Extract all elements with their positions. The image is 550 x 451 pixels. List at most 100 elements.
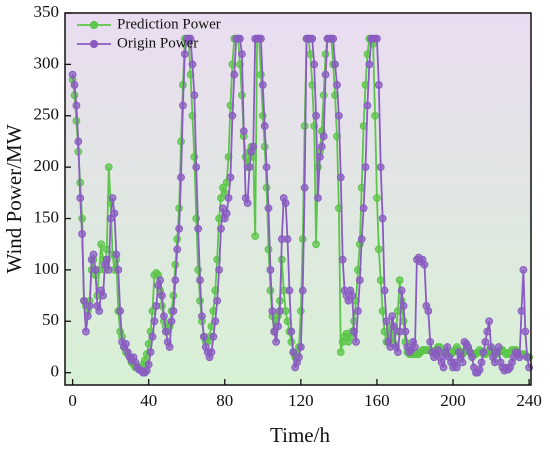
series-marker	[390, 322, 398, 331]
series-marker	[378, 214, 387, 223]
series-marker	[260, 122, 269, 130]
series-marker	[251, 232, 260, 240]
series-marker	[104, 163, 113, 172]
series-marker	[237, 91, 246, 100]
legend-label: Origin Power	[117, 35, 198, 51]
series-marker	[146, 348, 155, 357]
series-marker	[443, 343, 452, 351]
series-marker	[245, 163, 254, 172]
series-marker	[258, 81, 267, 89]
y-tick-label: 250	[34, 105, 60, 124]
series-marker	[152, 301, 161, 310]
series-marker	[355, 276, 364, 285]
series-marker	[336, 348, 345, 357]
y-tick-label: 50	[42, 310, 59, 329]
series-marker	[196, 276, 204, 285]
series-marker	[310, 60, 319, 69]
series-marker	[74, 137, 83, 146]
series-marker	[218, 204, 227, 213]
series-marker	[308, 34, 317, 43]
series-marker	[102, 255, 111, 264]
series-marker	[483, 327, 492, 336]
series-marker	[363, 101, 372, 110]
series-marker	[295, 353, 303, 362]
x-tick-label: 160	[364, 391, 390, 410]
series-marker	[521, 327, 530, 336]
series-marker	[190, 91, 199, 100]
series-marker	[321, 50, 330, 59]
series-marker	[371, 111, 379, 120]
series-marker	[196, 296, 204, 305]
series-marker	[144, 360, 153, 369]
y-tick-label: 350	[34, 2, 60, 21]
series-marker	[523, 353, 532, 362]
x-tick-label: 0	[68, 391, 77, 410]
series-marker	[376, 276, 385, 285]
series-marker	[348, 291, 357, 300]
series-marker	[108, 194, 117, 202]
series-marker	[230, 70, 239, 79]
series-marker	[180, 50, 189, 59]
series-marker	[167, 317, 176, 326]
x-tick-label: 120	[288, 391, 314, 410]
series-marker	[91, 266, 100, 274]
series-marker	[80, 296, 88, 305]
series-marker	[237, 50, 246, 59]
series-marker	[481, 337, 490, 346]
series-marker	[298, 235, 307, 243]
series-marker	[519, 266, 528, 274]
series-marker	[515, 353, 524, 362]
series-marker	[283, 235, 292, 243]
series-marker	[397, 286, 406, 295]
series-marker	[72, 101, 81, 110]
series-marker	[270, 327, 279, 336]
x-axis-title: Time/h	[270, 423, 330, 447]
series-marker	[211, 317, 220, 326]
series-marker	[199, 332, 208, 341]
series-marker	[264, 245, 273, 254]
series-marker	[479, 348, 488, 357]
series-marker	[296, 343, 305, 351]
series-marker	[333, 81, 341, 89]
series-marker	[224, 194, 233, 202]
series-marker	[148, 332, 157, 341]
legend-marker	[89, 39, 99, 49]
series-marker	[281, 199, 290, 208]
series-marker	[433, 346, 442, 354]
series-marker	[99, 291, 107, 300]
series-marker	[82, 327, 90, 336]
series-marker	[121, 339, 130, 348]
series-marker	[331, 60, 339, 69]
series-marker	[97, 240, 106, 249]
series-marker	[289, 348, 298, 357]
series-marker	[95, 307, 104, 315]
legend-label: Prediction Power	[117, 16, 221, 32]
series-marker	[285, 286, 294, 295]
series-marker	[239, 127, 248, 136]
series-marker	[217, 224, 225, 233]
plot-background	[65, 13, 531, 385]
y-tick-label: 150	[34, 207, 60, 226]
series-marker	[169, 307, 178, 315]
x-tick-label: 240	[516, 391, 542, 410]
series-marker	[452, 363, 461, 372]
series-marker	[361, 163, 370, 172]
series-marker	[458, 358, 467, 367]
series-marker	[374, 245, 383, 254]
series-marker	[226, 173, 235, 182]
series-marker	[76, 194, 85, 202]
series-marker	[177, 173, 185, 182]
series-marker	[287, 327, 296, 336]
y-axis-title: Wind Power/MW	[2, 124, 26, 273]
series-marker	[272, 337, 281, 346]
series-marker	[300, 183, 309, 192]
series-marker	[179, 101, 187, 110]
series-marker	[485, 317, 494, 326]
series-marker	[156, 276, 165, 285]
series-marker	[401, 327, 410, 336]
series-marker	[354, 307, 362, 315]
series-marker	[475, 365, 484, 374]
series-marker	[373, 194, 381, 202]
